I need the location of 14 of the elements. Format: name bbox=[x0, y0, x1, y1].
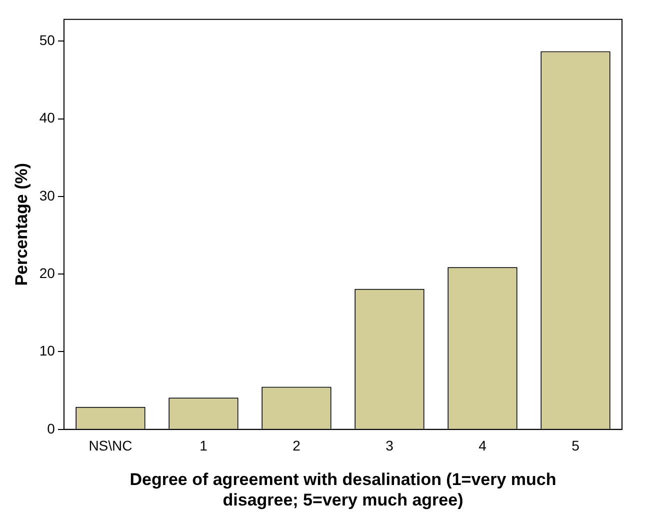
y-tick-label: 0 bbox=[47, 420, 56, 436]
x-axis-title: Degree of agreement with desalination (1=very much disagree; 5=very much agree) bbox=[130, 470, 556, 510]
y-tick-label: 30 bbox=[39, 187, 56, 204]
x-tick-label: 3 bbox=[386, 438, 394, 454]
y-tick-label: 50 bbox=[39, 32, 56, 48]
y-axis-title: Percentage (%) bbox=[12, 162, 31, 286]
y-tick-label: 40 bbox=[39, 110, 56, 126]
y-tick-label: 10 bbox=[39, 342, 56, 359]
x-tick-label: 1 bbox=[200, 438, 208, 454]
y-tick-label: 20 bbox=[39, 264, 56, 281]
x-tick-label: 5 bbox=[572, 438, 580, 454]
x-tick-label: 2 bbox=[292, 438, 301, 454]
x-tick-label: 4 bbox=[478, 438, 487, 454]
x-tick-label: NS\NC bbox=[88, 438, 132, 454]
